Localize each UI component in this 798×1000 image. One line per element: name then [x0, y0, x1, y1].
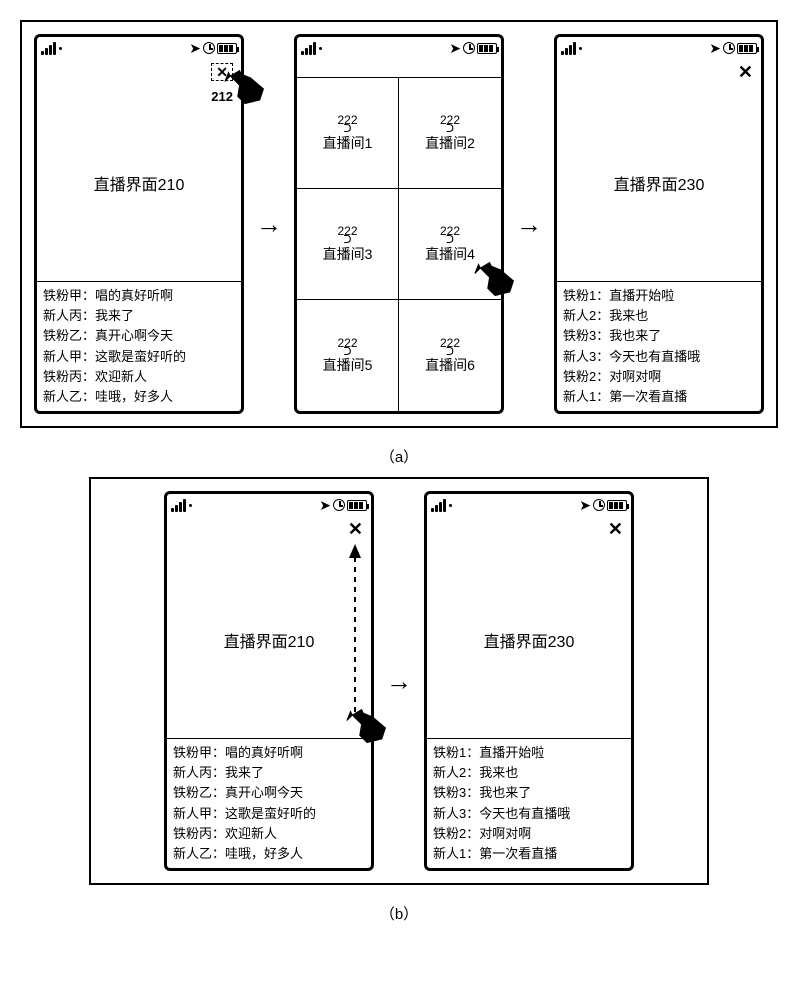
clock-icon [333, 499, 345, 511]
arrow-right-icon: → [254, 209, 284, 240]
room-cell-1[interactable]: 222ᑐ直播间1 [297, 78, 399, 189]
battery-icon [217, 43, 237, 54]
close-button[interactable]: ✕ [738, 62, 753, 83]
figure-a-panel: ➤ ✕ 212 直播界面210 铁粉甲：唱的真好听啊 新人丙：我来了 铁粉乙： [20, 20, 778, 428]
phone-b2: ➤ ✕ 直播界面230 铁粉1：直播开始啦 新人2：我来也 铁粉3：我也来了 新… [424, 491, 634, 871]
video-area: 直播界面210 [37, 85, 241, 281]
location-icon: ➤ [449, 40, 461, 57]
chat-line: 铁粉甲：唱的真好听啊 [43, 286, 235, 306]
status-dot-icon [319, 47, 322, 50]
chat-panel: 铁粉甲：唱的真好听啊 新人丙：我来了 铁粉乙：真开心啊今天 新人甲：这歌是蛮好听… [37, 281, 241, 411]
chat-line: 新人乙：哇哦，好多人 [43, 387, 235, 407]
status-bar: ➤ [297, 37, 501, 59]
location-icon: ➤ [579, 497, 591, 514]
chat-line: 新人甲：这歌是蛮好听的 [173, 804, 365, 824]
figure-b-label: （b） [20, 903, 778, 924]
status-dot-icon [189, 504, 192, 507]
screen-title: 直播界面210 [94, 171, 185, 195]
title-bar: ✕ [557, 59, 761, 85]
video-area: 直播界面210 [167, 542, 371, 738]
chat-line: 新人2：我来也 [563, 306, 755, 326]
status-bar: ➤ [37, 37, 241, 59]
status-dot-icon [59, 47, 62, 50]
location-icon: ➤ [709, 40, 721, 57]
room-cell-5[interactable]: 222ᑐ直播间5 [297, 300, 399, 411]
title-bar: ✕ [167, 516, 371, 542]
signal-icon [171, 499, 186, 512]
chat-line: 铁粉1：直播开始啦 [563, 286, 755, 306]
chat-line: 新人乙：哇哦，好多人 [173, 844, 365, 864]
phone-a3: ➤ ✕ 直播界面230 铁粉1：直播开始啦 新人2：我来也 铁粉3：我也来了 新… [554, 34, 764, 414]
figure-a-row: ➤ ✕ 212 直播界面210 铁粉甲：唱的真好听啊 新人丙：我来了 铁粉乙： [34, 34, 764, 414]
chat-line: 新人丙：我来了 [43, 306, 235, 326]
close-button-highlighted[interactable]: ✕ [211, 63, 233, 81]
arrow-right-icon: → [384, 666, 414, 697]
phone-a1: ➤ ✕ 212 直播界面210 铁粉甲：唱的真好听啊 新人丙：我来了 铁粉乙： [34, 34, 244, 414]
chat-line: 铁粉3：我也来了 [433, 783, 625, 803]
chat-line: 铁粉乙：真开心啊今天 [43, 326, 235, 346]
battery-icon [607, 500, 627, 511]
chat-line: 新人2：我来也 [433, 763, 625, 783]
screen-title: 直播界面210 [224, 628, 315, 652]
chat-panel: 铁粉甲：唱的真好听啊 新人丙：我来了 铁粉乙：真开心啊今天 新人甲：这歌是蛮好听… [167, 738, 371, 868]
battery-icon [737, 43, 757, 54]
chat-line: 新人1：第一次看直播 [433, 844, 625, 864]
chat-panel: 铁粉1：直播开始啦 新人2：我来也 铁粉3：我也来了 新人3：今天也有直播哦 铁… [427, 738, 631, 868]
chat-line: 铁粉2：对啊对啊 [563, 367, 755, 387]
status-bar: ➤ [167, 494, 371, 516]
signal-icon [561, 42, 576, 55]
room-cell-2[interactable]: 222ᑐ直播间2 [399, 78, 501, 189]
battery-icon [477, 43, 497, 54]
signal-icon [431, 499, 446, 512]
room-grid: 222ᑐ直播间1 222ᑐ直播间2 222ᑐ直播间3 222ᑐ直播间4 222ᑐ… [297, 77, 501, 411]
status-dot-icon [579, 47, 582, 50]
signal-icon [41, 42, 56, 55]
video-area: 直播界面230 [427, 542, 631, 738]
status-bar: ➤ [557, 37, 761, 59]
chat-panel: 铁粉1：直播开始啦 新人2：我来也 铁粉3：我也来了 新人3：今天也有直播哦 铁… [557, 281, 761, 411]
status-bar: ➤ [427, 494, 631, 516]
chat-line: 铁粉2：对啊对啊 [433, 824, 625, 844]
chat-line: 铁粉乙：真开心啊今天 [173, 783, 365, 803]
clock-icon [203, 42, 215, 54]
clock-icon [723, 42, 735, 54]
figure-b-panel: ➤ ✕ 直播界面210 铁粉甲：唱的真好听啊 新人丙：我来了 铁粉乙：真开心啊今… [89, 477, 709, 885]
screen-title: 直播界面230 [614, 171, 705, 195]
swipe-up-arrow-icon [337, 542, 377, 722]
chat-line: 新人1：第一次看直播 [563, 387, 755, 407]
battery-icon [347, 500, 367, 511]
phone-b1: ➤ ✕ 直播界面210 铁粉甲：唱的真好听啊 新人丙：我来了 铁粉乙：真开心啊今… [164, 491, 374, 871]
title-bar: ✕ [427, 516, 631, 542]
chat-line: 铁粉丙：欢迎新人 [43, 367, 235, 387]
status-dot-icon [449, 504, 452, 507]
signal-icon [301, 42, 316, 55]
close-button[interactable]: ✕ [608, 519, 623, 540]
chat-line: 新人丙：我来了 [173, 763, 365, 783]
screen-title: 直播界面230 [484, 628, 575, 652]
figure-b-row: ➤ ✕ 直播界面210 铁粉甲：唱的真好听啊 新人丙：我来了 铁粉乙：真开心啊今… [103, 491, 695, 871]
chat-line: 铁粉丙：欢迎新人 [173, 824, 365, 844]
room-cell-6[interactable]: 222ᑐ直播间6 [399, 300, 501, 411]
arrow-right-icon: → [514, 209, 544, 240]
title-bar: ✕ 212 [37, 59, 241, 85]
clock-icon [593, 499, 605, 511]
chat-line: 新人甲：这歌是蛮好听的 [43, 347, 235, 367]
phone-a2: ➤ 222ᑐ直播间1 222ᑐ直播间2 222ᑐ直播间3 222ᑐ直播间4 22… [294, 34, 504, 414]
chat-line: 铁粉甲：唱的真好听啊 [173, 743, 365, 763]
location-icon: ➤ [189, 40, 201, 57]
chat-line: 新人3：今天也有直播哦 [563, 347, 755, 367]
room-cell-4[interactable]: 222ᑐ直播间4 [399, 189, 501, 300]
video-area: 直播界面230 [557, 85, 761, 281]
chat-line: 铁粉1：直播开始啦 [433, 743, 625, 763]
room-cell-3[interactable]: 222ᑐ直播间3 [297, 189, 399, 300]
location-icon: ➤ [319, 497, 331, 514]
chat-line: 铁粉3：我也来了 [563, 326, 755, 346]
chat-line: 新人3：今天也有直播哦 [433, 804, 625, 824]
clock-icon [463, 42, 475, 54]
close-button[interactable]: ✕ [348, 519, 363, 540]
figure-a-label: （a） [20, 446, 778, 467]
